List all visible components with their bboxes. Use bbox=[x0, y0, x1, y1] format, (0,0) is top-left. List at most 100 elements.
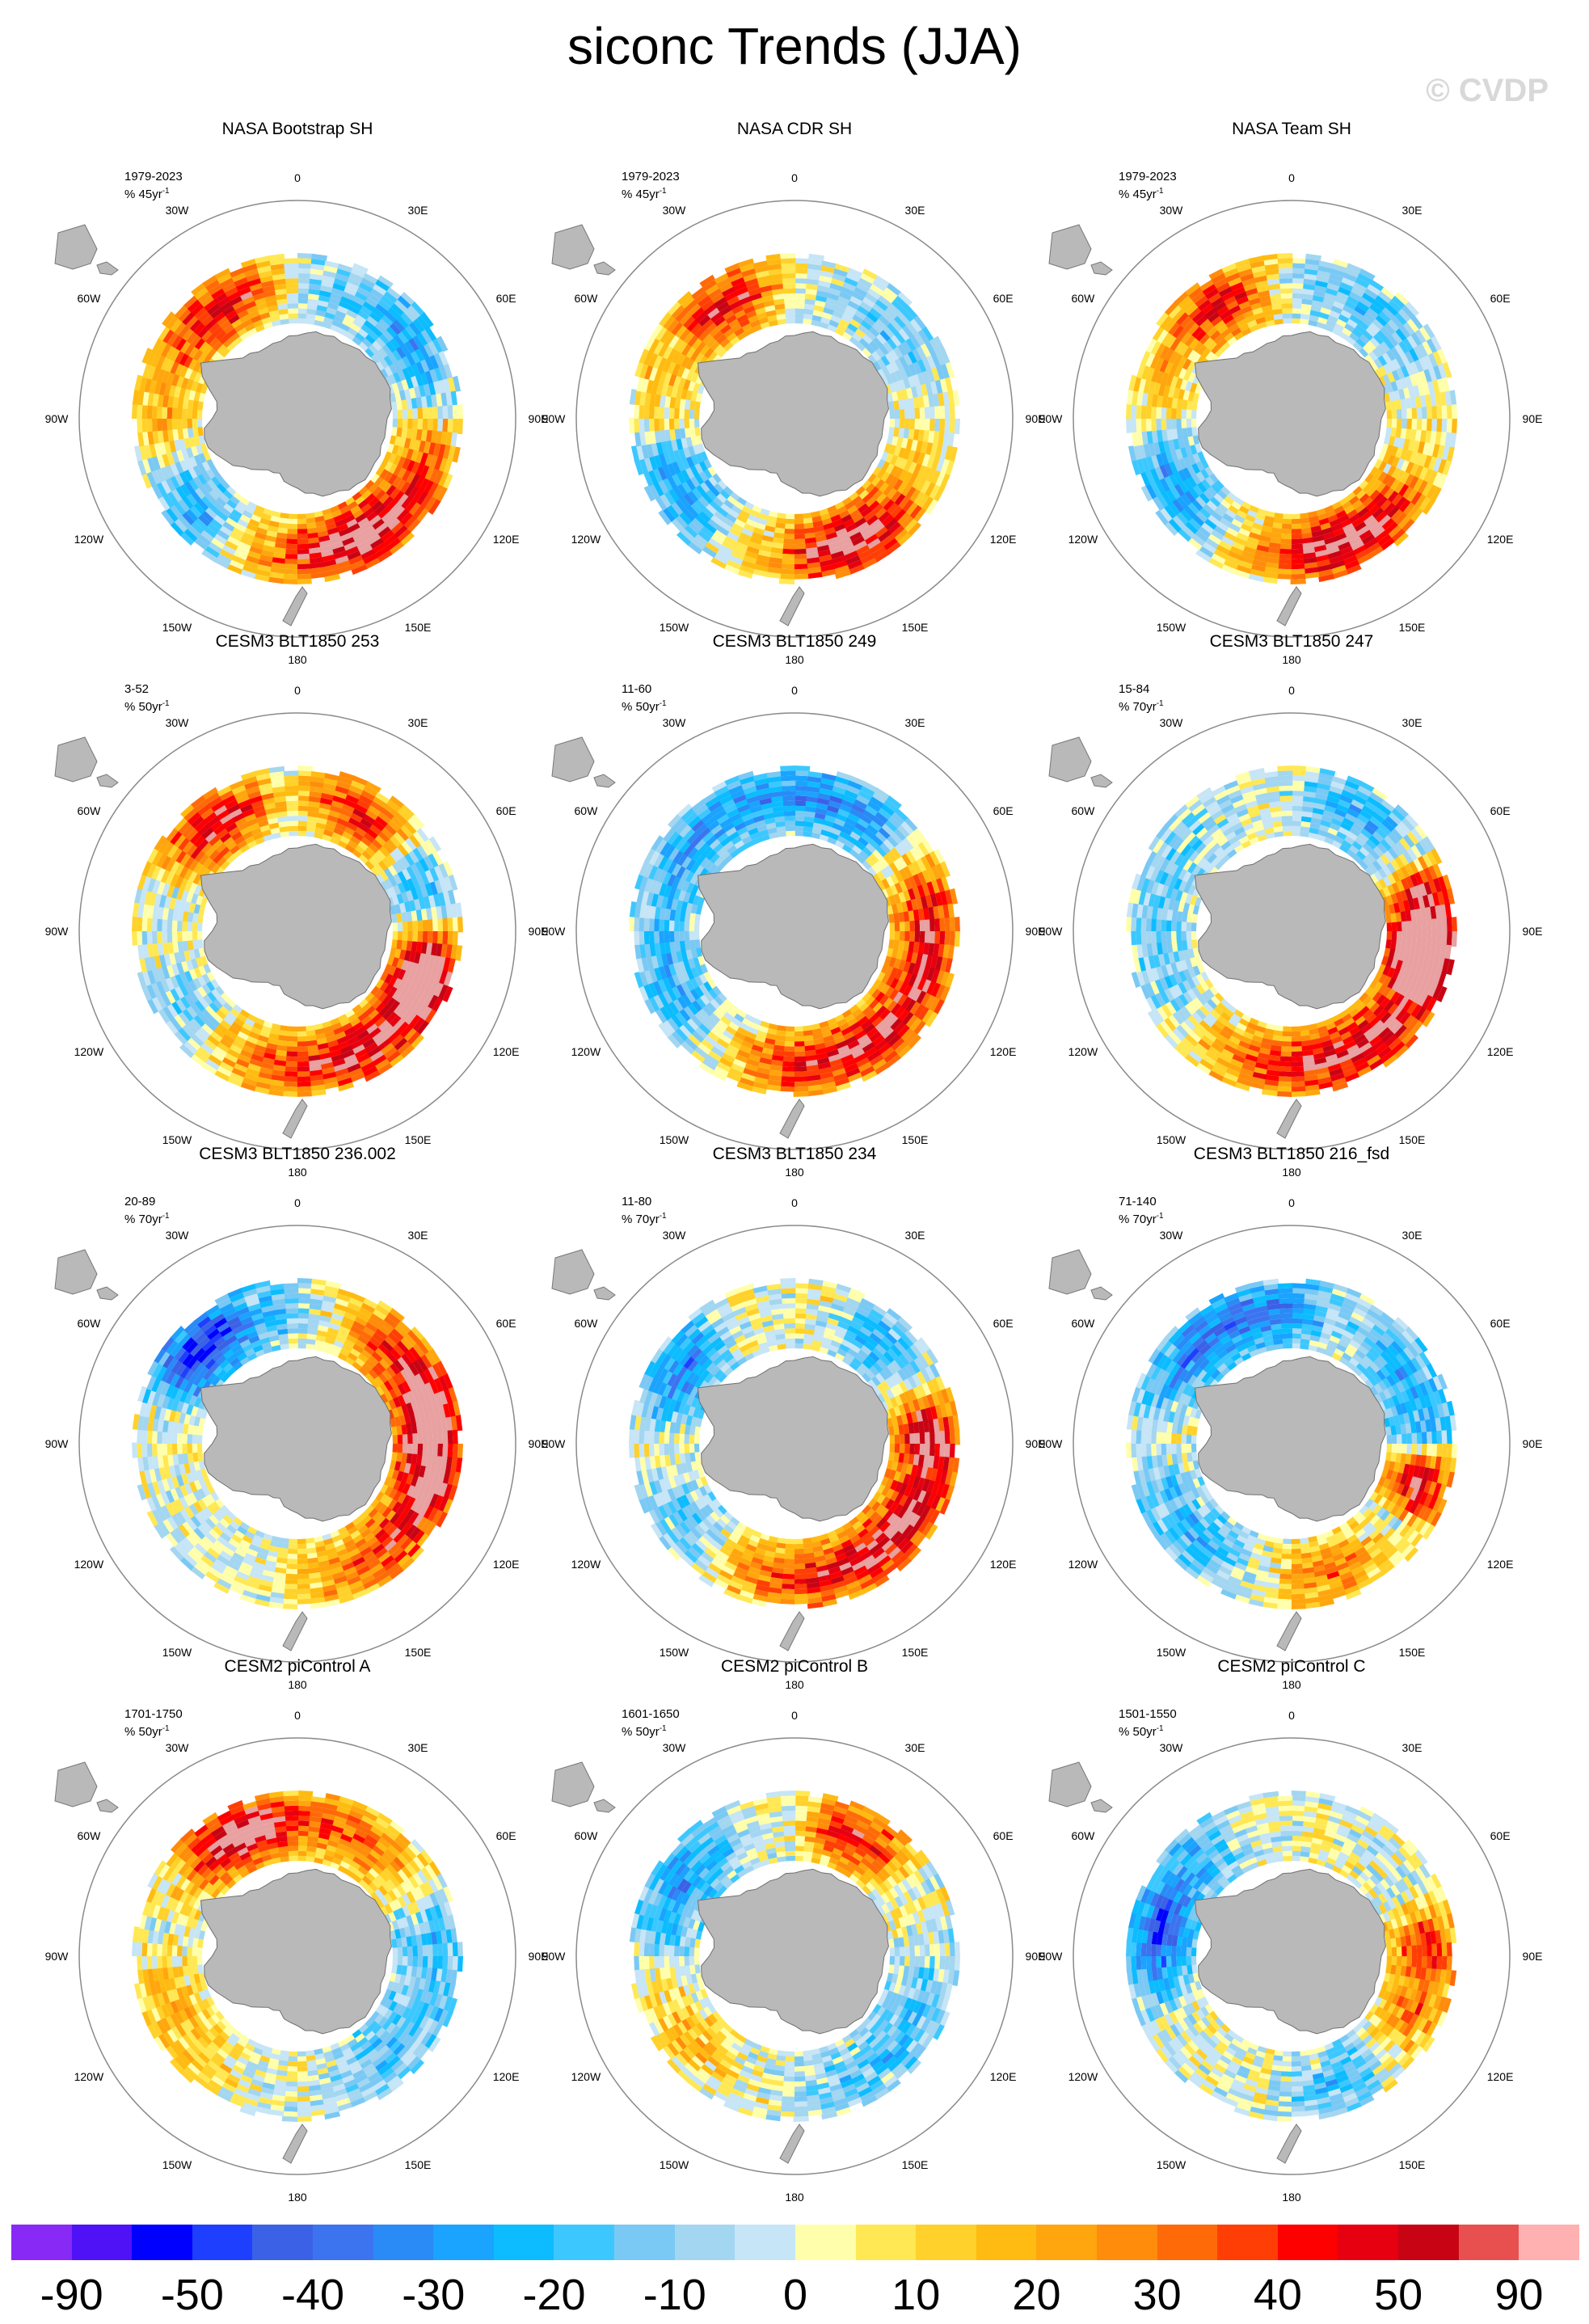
longitude-label: 180 bbox=[785, 2191, 804, 2204]
longitude-label: 60E bbox=[993, 804, 1014, 817]
period-units: % 50yr-1 bbox=[124, 699, 170, 714]
map-panel: CESM3 BLT1850 253 3-52 % 50yr-1 0 30E 60E 90E 1… bbox=[40, 632, 554, 1179]
south-america-land bbox=[54, 224, 98, 270]
colorbar-swatch bbox=[794, 2225, 856, 2260]
longitude-label: 90W bbox=[45, 925, 70, 938]
longitude-label: 60W bbox=[575, 804, 599, 817]
colorbar-swatch bbox=[1519, 2225, 1579, 2260]
colorbar-tick-label: 90 bbox=[1494, 2271, 1544, 2319]
colorbar-swatch bbox=[1338, 2225, 1399, 2260]
map-panel: CESM3 BLT1850 247 15-84 % 70yr-1 0 30E 60E 90E… bbox=[1035, 632, 1549, 1179]
panel-title: NASA Team SH bbox=[1232, 120, 1351, 138]
period-units: % 45yr-1 bbox=[124, 187, 170, 201]
longitude-label: 60W bbox=[1072, 804, 1096, 817]
panel-title: CESM3 BLT1850 234 bbox=[712, 1145, 877, 1163]
longitude-label: 60W bbox=[575, 292, 599, 305]
colorbar-tick-label: -40 bbox=[281, 2271, 345, 2319]
period-years: 3-52 bbox=[124, 682, 150, 696]
map-boundary bbox=[575, 1225, 1014, 1663]
period-years: 11-80 bbox=[622, 1195, 652, 1208]
tierra-del-fuego-land bbox=[1090, 1286, 1113, 1301]
longitude-label: 150W bbox=[162, 1133, 192, 1146]
colorbar-swatch bbox=[493, 2225, 554, 2260]
period-units: % 50yr-1 bbox=[1119, 1724, 1164, 1739]
longitude-label: 180 bbox=[1282, 1166, 1301, 1179]
colorbar-tick-label: 10 bbox=[891, 2271, 941, 2319]
new-zealand-land bbox=[282, 2124, 308, 2164]
colorbar-swatch bbox=[1277, 2225, 1338, 2260]
longitude-label: 60W bbox=[78, 1829, 102, 1842]
longitude-label: 150W bbox=[162, 621, 192, 634]
longitude-label: 150E bbox=[405, 1646, 432, 1659]
tierra-del-fuego-land bbox=[593, 1286, 616, 1301]
south-america-land bbox=[54, 736, 98, 782]
longitude-label: 90E bbox=[1026, 1437, 1046, 1450]
longitude-label: 0 bbox=[1288, 1709, 1295, 1722]
map-boundary bbox=[78, 1225, 516, 1663]
longitude-label: 150W bbox=[1157, 1133, 1186, 1146]
longitude-label: 90E bbox=[529, 925, 549, 938]
polar-map: 0 30E 60E 90E 120E 150E 180 150W 120W 90W 60W 30W bbox=[542, 684, 1046, 1179]
panel-period-label: 20-89 % 70yr-1 bbox=[124, 1195, 170, 1227]
longitude-label: 120E bbox=[493, 1045, 520, 1058]
polar-map: 0 30E 60E 90E 120E 150E 180 150W 120W 90W 60W 30W bbox=[1039, 171, 1543, 666]
longitude-label: 90E bbox=[529, 1437, 549, 1450]
polar-map: 0 30E 60E 90E 120E 150E 180 150W 120W 90W 60W 30W bbox=[45, 1709, 549, 2204]
polar-map: 0 30E 60E 90E 120E 150E 180 150W 120W 90W 60W 30W bbox=[45, 684, 549, 1179]
longitude-label: 90W bbox=[45, 1437, 70, 1450]
longitude-label: 90W bbox=[542, 925, 567, 938]
longitude-label: 60W bbox=[1072, 1317, 1096, 1330]
longitude-label: 30W bbox=[663, 716, 687, 729]
map-panel: CESM3 BLT1850 216_fsd 71-140 % 70yr-1 0 30E 6… bbox=[1035, 1145, 1549, 1691]
longitude-label: 90E bbox=[1026, 925, 1046, 938]
new-zealand-land bbox=[282, 1099, 308, 1139]
longitude-label: 120W bbox=[1068, 1045, 1098, 1058]
sea-ice-trend-field bbox=[1126, 1278, 1457, 1609]
period-years: 1979-2023 bbox=[1119, 170, 1177, 183]
tierra-del-fuego-land bbox=[96, 261, 119, 276]
longitude-label: 150E bbox=[405, 1133, 432, 1146]
longitude-label: 150W bbox=[660, 2158, 689, 2171]
longitude-label: 180 bbox=[1282, 1678, 1301, 1691]
longitude-label: 0 bbox=[294, 1196, 301, 1209]
longitude-label: 90W bbox=[45, 1950, 70, 1963]
longitude-label: 60E bbox=[993, 1317, 1014, 1330]
longitude-label: 30W bbox=[663, 1741, 687, 1754]
polar-map: 0 30E 60E 90E 120E 150E 180 150W 120W 90W 60W 30W bbox=[45, 171, 549, 666]
tierra-del-fuego-land bbox=[1090, 261, 1113, 276]
new-zealand-land bbox=[282, 586, 308, 626]
polar-map: 0 30E 60E 90E 120E 150E 180 150W 120W 90W 60W 30W bbox=[542, 1709, 1046, 2204]
longitude-label: 90E bbox=[529, 1950, 549, 1963]
tierra-del-fuego-land bbox=[96, 774, 119, 788]
cvdp-watermark: © CVDP bbox=[1426, 73, 1549, 108]
longitude-label: 90W bbox=[45, 412, 70, 425]
longitude-label: 30W bbox=[1160, 716, 1184, 729]
period-years: 1601-1650 bbox=[622, 1707, 680, 1721]
longitude-label: 60E bbox=[496, 1829, 516, 1842]
polar-map: 0 30E 60E 90E 120E 150E 180 150W 120W 90W 60W 30W bbox=[542, 1196, 1046, 1691]
longitude-label: 30W bbox=[1160, 1229, 1184, 1242]
map-panel: CESM3 BLT1850 234 11-80 % 70yr-1 0 30E 60E 90E… bbox=[537, 1145, 1052, 1691]
longitude-label: 90E bbox=[529, 412, 549, 425]
longitude-label: 60E bbox=[1490, 1829, 1511, 1842]
longitude-label: 30E bbox=[905, 204, 925, 217]
longitude-label: 120W bbox=[571, 1558, 601, 1571]
panel-title: NASA Bootstrap SH bbox=[221, 120, 373, 138]
longitude-label: 120W bbox=[1068, 1558, 1098, 1571]
colorbar-tick-label: 0 bbox=[782, 2271, 808, 2319]
map-boundary bbox=[1073, 1737, 1511, 2175]
panel-title: CESM3 BLT1850 249 bbox=[712, 632, 877, 651]
longitude-label: 120E bbox=[1487, 2070, 1514, 2083]
longitude-label: 30E bbox=[905, 1229, 925, 1242]
period-units: % 45yr-1 bbox=[1119, 187, 1164, 201]
longitude-label: 150W bbox=[1157, 1646, 1186, 1659]
colorbar-swatch bbox=[11, 2225, 72, 2260]
longitude-label: 30E bbox=[905, 1741, 925, 1754]
longitude-label: 150W bbox=[1157, 621, 1186, 634]
longitude-label: 30W bbox=[166, 1229, 190, 1242]
panel-title: NASA CDR SH bbox=[736, 120, 853, 138]
south-america-land bbox=[551, 1249, 595, 1295]
sea-ice-trend-field bbox=[1126, 253, 1457, 584]
longitude-label: 180 bbox=[288, 653, 307, 666]
longitude-label: 120W bbox=[74, 1045, 104, 1058]
